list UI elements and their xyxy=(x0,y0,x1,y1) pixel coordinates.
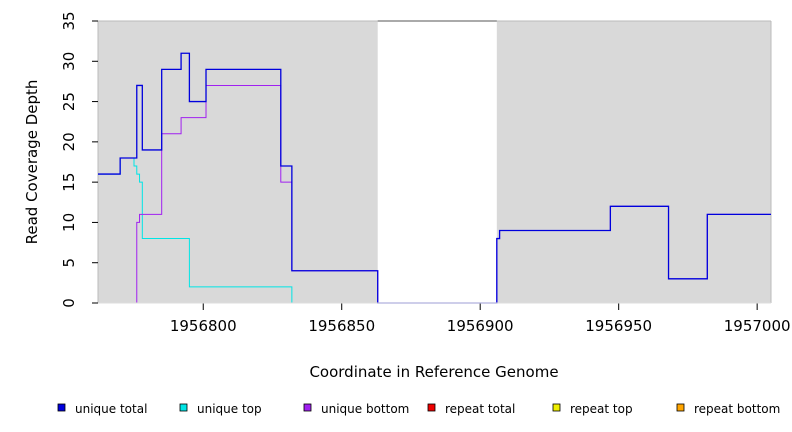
x-tick-label: 1956850 xyxy=(308,317,375,335)
x-tick-label: 1957000 xyxy=(724,317,791,335)
y-tick-label: 15 xyxy=(60,173,78,192)
y-tick-label: 0 xyxy=(60,298,78,308)
legend: unique total unique top unique bottom repea… xyxy=(57,402,780,416)
y-tick-label: 10 xyxy=(60,213,78,232)
legend-swatch-repeat-total xyxy=(427,403,436,412)
unique-total-line xyxy=(98,52,771,304)
x-tick-label: 1956900 xyxy=(447,317,514,335)
legend-label-unique-bottom: unique bottom xyxy=(321,402,409,416)
y-tick-label: 5 xyxy=(60,258,78,268)
y-tick-label: 30 xyxy=(60,52,78,71)
x-tick-label: 1956800 xyxy=(170,317,237,335)
x-tick-label: 1956950 xyxy=(585,317,652,335)
y-tick-label: 20 xyxy=(60,132,78,151)
legend-swatch-unique-bottom xyxy=(303,403,312,412)
legend-label-unique-total: unique total xyxy=(75,402,147,416)
legend-label-repeat-bottom: repeat bottom xyxy=(694,402,780,416)
legend-label-repeat-total: repeat total xyxy=(445,402,515,416)
legend-swatch-repeat-top xyxy=(552,403,561,412)
legend-swatch-repeat-bottom xyxy=(676,403,685,412)
y-axis-title: Read Coverage Depth xyxy=(23,80,41,245)
legend-label-repeat-top: repeat top xyxy=(570,402,633,416)
legend-swatch-unique-top xyxy=(179,403,188,412)
x-axis-title: Coordinate in Reference Genome xyxy=(309,363,558,381)
legend-label-unique-top: unique top xyxy=(197,402,262,416)
y-tick-label: 35 xyxy=(60,11,78,30)
y-tick-label: 25 xyxy=(60,92,78,111)
legend-swatch-unique-total xyxy=(57,403,66,412)
gap-region xyxy=(377,21,497,303)
